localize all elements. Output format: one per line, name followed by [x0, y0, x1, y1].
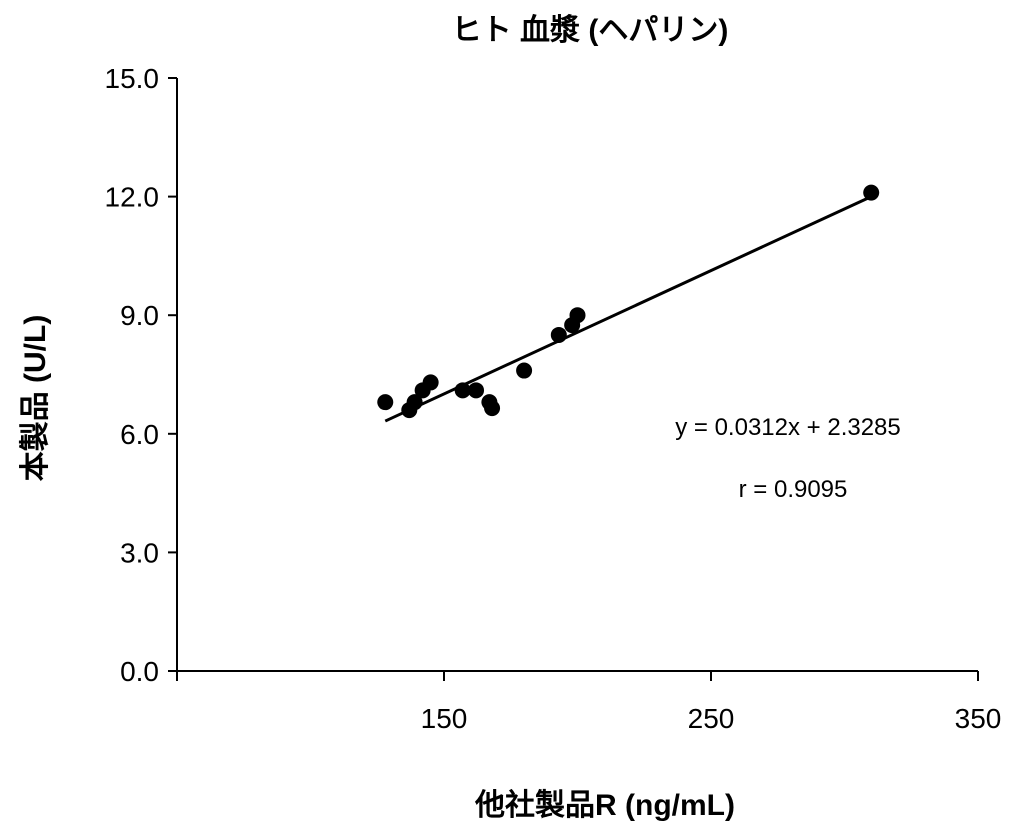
x-tick-label: 250 [688, 703, 735, 734]
data-point [569, 307, 586, 324]
equation-annotation: y = 0.0312x + 2.3285 [675, 414, 901, 441]
y-axis-label: 本製品 (U/L) [19, 315, 52, 482]
data-point [377, 394, 394, 411]
y-tick-label: 15.0 [105, 63, 160, 94]
x-axis-label: 他社製品R (ng/mL) [474, 789, 735, 822]
data-point [406, 394, 423, 411]
x-axis-ticks: 150 250 350 [176, 671, 1002, 734]
chart-title: ヒト 血漿 (ヘパリン) [452, 14, 729, 47]
data-point [516, 362, 533, 379]
y-tick-label: 6.0 [120, 419, 159, 450]
data-point [550, 326, 567, 343]
y-tick-label: 12.0 [105, 182, 160, 213]
data-points [377, 184, 880, 419]
y-tick-label: 0.0 [120, 656, 159, 687]
y-tick-label: 9.0 [120, 300, 159, 331]
x-tick-label: 350 [955, 703, 1002, 734]
data-point [454, 382, 471, 399]
y-tick-label: 3.0 [120, 537, 159, 568]
data-point [484, 400, 501, 417]
data-point [863, 184, 880, 201]
r-annotation: r = 0.9095 [739, 476, 848, 503]
x-tick-label: 150 [421, 703, 468, 734]
data-point [468, 382, 485, 399]
y-axis-ticks: 0.0 3.0 6.0 9.0 12.0 15.0 [105, 63, 177, 687]
data-point [422, 374, 439, 391]
